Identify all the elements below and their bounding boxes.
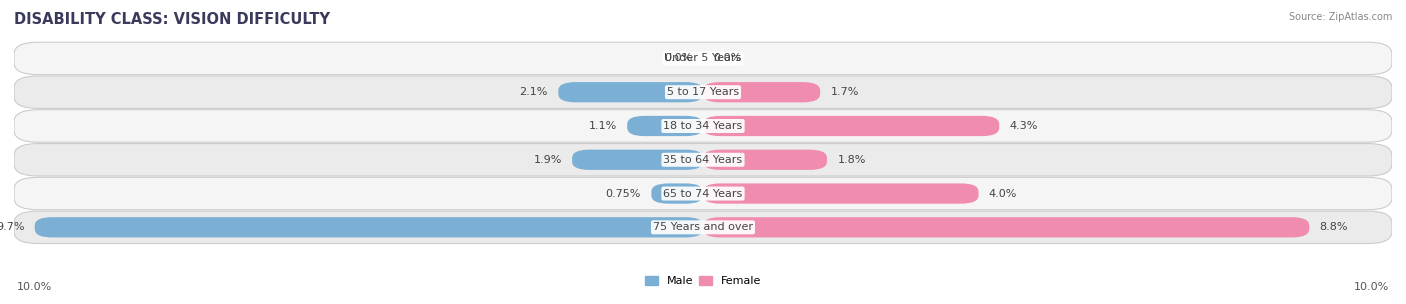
Text: 2.1%: 2.1% xyxy=(520,87,548,97)
Text: 18 to 34 Years: 18 to 34 Years xyxy=(664,121,742,131)
FancyBboxPatch shape xyxy=(14,110,1392,142)
Text: 10.0%: 10.0% xyxy=(1354,282,1389,292)
FancyBboxPatch shape xyxy=(703,217,1309,237)
FancyBboxPatch shape xyxy=(14,211,1392,244)
FancyBboxPatch shape xyxy=(703,82,820,102)
FancyBboxPatch shape xyxy=(703,183,979,204)
FancyBboxPatch shape xyxy=(572,150,703,170)
Text: 0.75%: 0.75% xyxy=(606,188,641,199)
Text: 4.0%: 4.0% xyxy=(988,188,1018,199)
FancyBboxPatch shape xyxy=(14,42,1392,75)
Text: 5 to 17 Years: 5 to 17 Years xyxy=(666,87,740,97)
FancyBboxPatch shape xyxy=(14,143,1392,176)
FancyBboxPatch shape xyxy=(703,150,827,170)
FancyBboxPatch shape xyxy=(35,217,703,237)
Text: 1.7%: 1.7% xyxy=(831,87,859,97)
Text: 4.3%: 4.3% xyxy=(1010,121,1038,131)
Text: 1.1%: 1.1% xyxy=(589,121,617,131)
Text: Source: ZipAtlas.com: Source: ZipAtlas.com xyxy=(1288,12,1392,22)
Text: 8.8%: 8.8% xyxy=(1320,222,1348,232)
Text: 0.0%: 0.0% xyxy=(713,54,741,64)
Legend: Male, Female: Male, Female xyxy=(640,271,766,291)
Text: 10.0%: 10.0% xyxy=(17,282,52,292)
FancyBboxPatch shape xyxy=(14,76,1392,109)
Text: 75 Years and over: 75 Years and over xyxy=(652,222,754,232)
Text: 35 to 64 Years: 35 to 64 Years xyxy=(664,155,742,165)
Text: 65 to 74 Years: 65 to 74 Years xyxy=(664,188,742,199)
FancyBboxPatch shape xyxy=(703,116,1000,136)
FancyBboxPatch shape xyxy=(558,82,703,102)
Text: 0.0%: 0.0% xyxy=(665,54,693,64)
Text: DISABILITY CLASS: VISION DIFFICULTY: DISABILITY CLASS: VISION DIFFICULTY xyxy=(14,12,330,27)
FancyBboxPatch shape xyxy=(627,116,703,136)
Text: 1.8%: 1.8% xyxy=(838,155,866,165)
Text: Under 5 Years: Under 5 Years xyxy=(665,54,741,64)
Text: 9.7%: 9.7% xyxy=(0,222,24,232)
Text: 1.9%: 1.9% xyxy=(533,155,562,165)
FancyBboxPatch shape xyxy=(14,177,1392,210)
FancyBboxPatch shape xyxy=(651,183,703,204)
